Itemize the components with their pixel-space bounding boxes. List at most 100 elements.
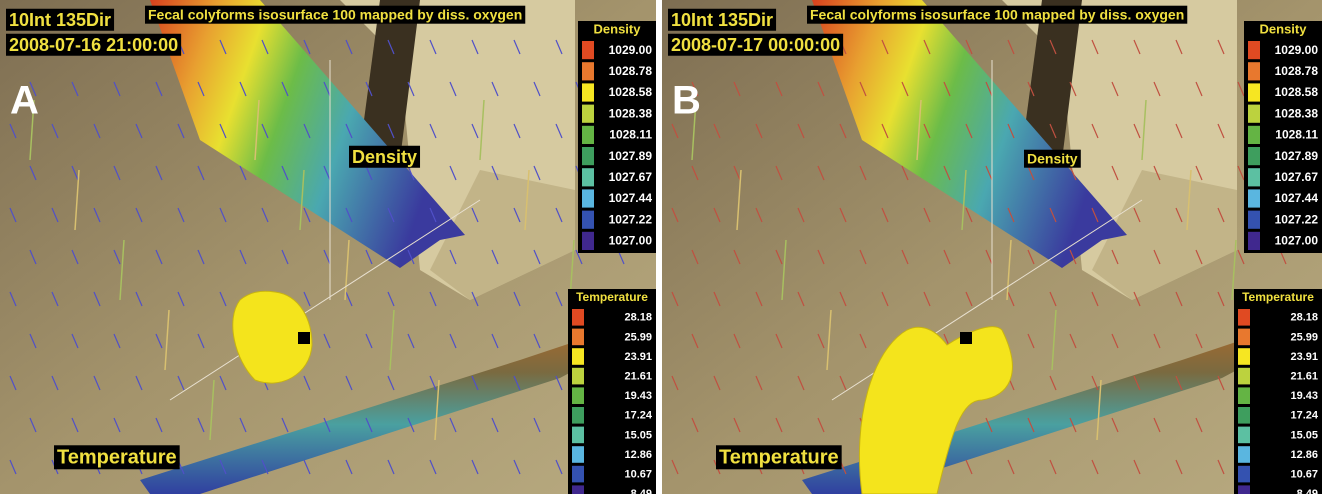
legend-title: Temperature [576, 290, 648, 304]
arrow [345, 291, 353, 307]
panel: B 10Int 135Dir 2008-07-17 00:00:00 Fecal co… [662, 0, 1322, 494]
legend-label: 1027.00 [1275, 234, 1319, 248]
legend-label: 1027.67 [609, 170, 653, 184]
arrow [965, 207, 973, 223]
arrow [29, 333, 37, 349]
legend-swatch [572, 407, 584, 424]
arrow [1027, 165, 1035, 181]
legend-swatch [572, 328, 584, 346]
legend-swatch [572, 309, 584, 326]
datetime-label-box [668, 33, 844, 56]
arrow [261, 39, 269, 55]
arrow [113, 249, 121, 265]
legend-swatch [582, 231, 594, 250]
legend-label: 21.61 [624, 371, 652, 383]
arrow [1091, 291, 1099, 307]
arrow [9, 459, 17, 475]
arrow-long [1051, 309, 1057, 371]
legend-swatch [582, 41, 594, 60]
arrow [261, 207, 269, 223]
legend-label: 1027.22 [609, 212, 653, 226]
arrow [491, 333, 499, 349]
caption: Fecal colyforms isosurface 100 mapped by… [810, 7, 1184, 23]
arrow [71, 165, 79, 181]
legend-swatch [1238, 465, 1250, 483]
arrow [713, 123, 721, 139]
arrow [387, 123, 395, 139]
arrow [797, 375, 805, 391]
arrow [449, 249, 457, 265]
arrow [155, 333, 163, 349]
arrow [859, 81, 867, 97]
legend-label: 10.67 [1290, 469, 1318, 481]
arrow [943, 81, 951, 97]
arrow [29, 417, 37, 433]
arrow [671, 375, 679, 391]
arrow [839, 375, 847, 391]
arrow [513, 207, 521, 223]
legend-swatch [1248, 125, 1260, 144]
arrow [303, 123, 311, 139]
arrow [51, 207, 59, 223]
arrow [985, 165, 993, 181]
arrow [1195, 81, 1203, 97]
arrow [1153, 249, 1161, 265]
arrow [713, 375, 721, 391]
arrow [323, 333, 331, 349]
arrow [691, 249, 699, 265]
arrow [965, 39, 973, 55]
marker [960, 332, 972, 344]
arrow [51, 123, 59, 139]
legend-label: 23.91 [1290, 351, 1318, 363]
arrow [1091, 39, 1099, 55]
arrow [533, 165, 541, 181]
arrow [1153, 165, 1161, 181]
arrow [281, 165, 289, 181]
arrow-long [164, 309, 170, 371]
legend-label: 1028.78 [609, 64, 653, 78]
arrow [555, 459, 563, 475]
arrow [387, 39, 395, 55]
arrow-long [736, 169, 742, 231]
temperature-label: Temperature [57, 446, 177, 468]
legend-label: 25.99 [624, 331, 652, 343]
legend-swatch [572, 348, 584, 365]
arrow [71, 249, 79, 265]
arrow [1217, 459, 1225, 475]
legend-swatch [582, 189, 594, 208]
arrow [177, 375, 185, 391]
arrow [9, 375, 17, 391]
arrow [881, 123, 889, 139]
arrow [1195, 249, 1203, 265]
arrow [365, 81, 373, 97]
arrow-long [344, 239, 350, 301]
arrow [1111, 81, 1119, 97]
arrow [839, 207, 847, 223]
legend-title: Temperature [1242, 290, 1314, 304]
arrow [733, 417, 741, 433]
arrow [691, 81, 699, 97]
arrow [1091, 459, 1099, 475]
legend-label: 8.49 [1297, 488, 1318, 494]
arrow [471, 123, 479, 139]
arrow [1111, 249, 1119, 265]
legend-swatch [582, 104, 594, 123]
arrow [1049, 39, 1057, 55]
arrow [1027, 249, 1035, 265]
legend-label: 1027.22 [1275, 212, 1319, 226]
arrow [1069, 333, 1077, 349]
arrow [817, 333, 825, 349]
arrow [1049, 207, 1057, 223]
arrow [135, 291, 143, 307]
arrow [775, 165, 783, 181]
arrow [93, 291, 101, 307]
arrow [881, 39, 889, 55]
caption: Fecal colyforms isosurface 100 mapped by… [148, 7, 522, 23]
guide-line [169, 199, 481, 401]
arrow [1049, 375, 1057, 391]
arrow [513, 39, 521, 55]
arrow [775, 249, 783, 265]
arrow [859, 333, 867, 349]
arrow [797, 291, 805, 307]
arrow [733, 249, 741, 265]
